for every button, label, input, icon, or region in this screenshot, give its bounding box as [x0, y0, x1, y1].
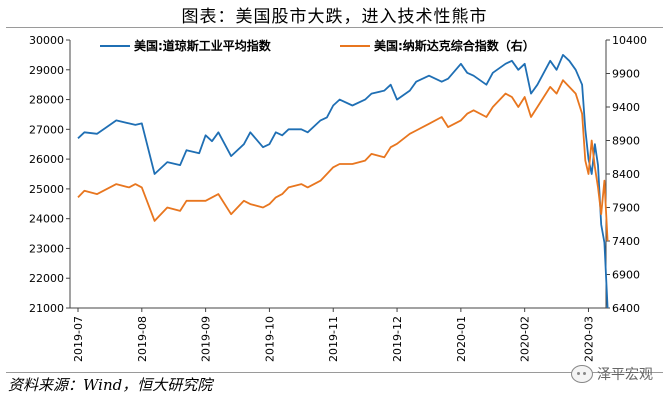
right-tick-label: 9900 [612, 68, 640, 81]
legend-label: 美国:道琼斯工业平均指数 [134, 38, 272, 53]
x-tick-label: 2019-12 [391, 316, 404, 362]
watermark-label: 泽平宏观 [597, 367, 653, 383]
x-tick-label: 2019-11 [327, 316, 340, 362]
x-tick-label: 2020-02 [519, 316, 532, 362]
left-tick-label: 21000 [29, 302, 64, 315]
chart-series [77, 54, 609, 309]
wechat-icon [571, 365, 593, 383]
x-tick-label: 2019-07 [72, 316, 85, 362]
left-tick-label: 30000 [29, 34, 64, 47]
x-tick-label: 2020-03 [582, 316, 595, 362]
left-tick-label: 28000 [29, 94, 64, 107]
left-tick-label: 27000 [29, 123, 64, 136]
right-tick-label: 8400 [612, 168, 640, 181]
left-tick-label: 25000 [29, 183, 64, 196]
right-tick-label: 8900 [612, 135, 640, 148]
series-line [77, 54, 609, 309]
right-tick-label: 9400 [612, 101, 640, 114]
right-tick-label: 10400 [612, 34, 647, 47]
title-divider [6, 27, 663, 28]
chart-legend: 美国:道琼斯工业平均指数 美国:纳斯达克综合指数（右） [100, 38, 535, 53]
chart-title: 图表：美国股市大跌，进入技术性熊市 [181, 7, 488, 27]
chart-axes: 21000 22000 23000 24000 25000 26000 27000 28000… [29, 34, 647, 362]
left-tick-label: 23000 [29, 242, 64, 255]
x-tick-label: 2019-09 [200, 316, 213, 362]
right-tick-label: 6900 [612, 269, 640, 282]
x-tick-label: 2020-01 [455, 316, 468, 362]
legend-label: 美国:纳斯达克综合指数（右） [374, 38, 535, 53]
x-tick-label: 2019-10 [263, 316, 276, 362]
x-tick-label: 2019-08 [136, 316, 149, 362]
left-tick-label: 26000 [29, 153, 64, 166]
footer-divider [6, 372, 663, 373]
left-tick-label: 22000 [29, 272, 64, 285]
watermark: 泽平宏观 [571, 364, 653, 384]
right-tick-label: 7900 [612, 202, 640, 215]
source-note: 资料来源：Wind，恒大研究院 [8, 376, 213, 394]
left-tick-label: 29000 [29, 64, 64, 77]
series-line [77, 79, 609, 242]
right-tick-label: 7400 [612, 235, 640, 248]
left-tick-label: 24000 [29, 213, 64, 226]
right-tick-label: 6400 [612, 302, 640, 315]
